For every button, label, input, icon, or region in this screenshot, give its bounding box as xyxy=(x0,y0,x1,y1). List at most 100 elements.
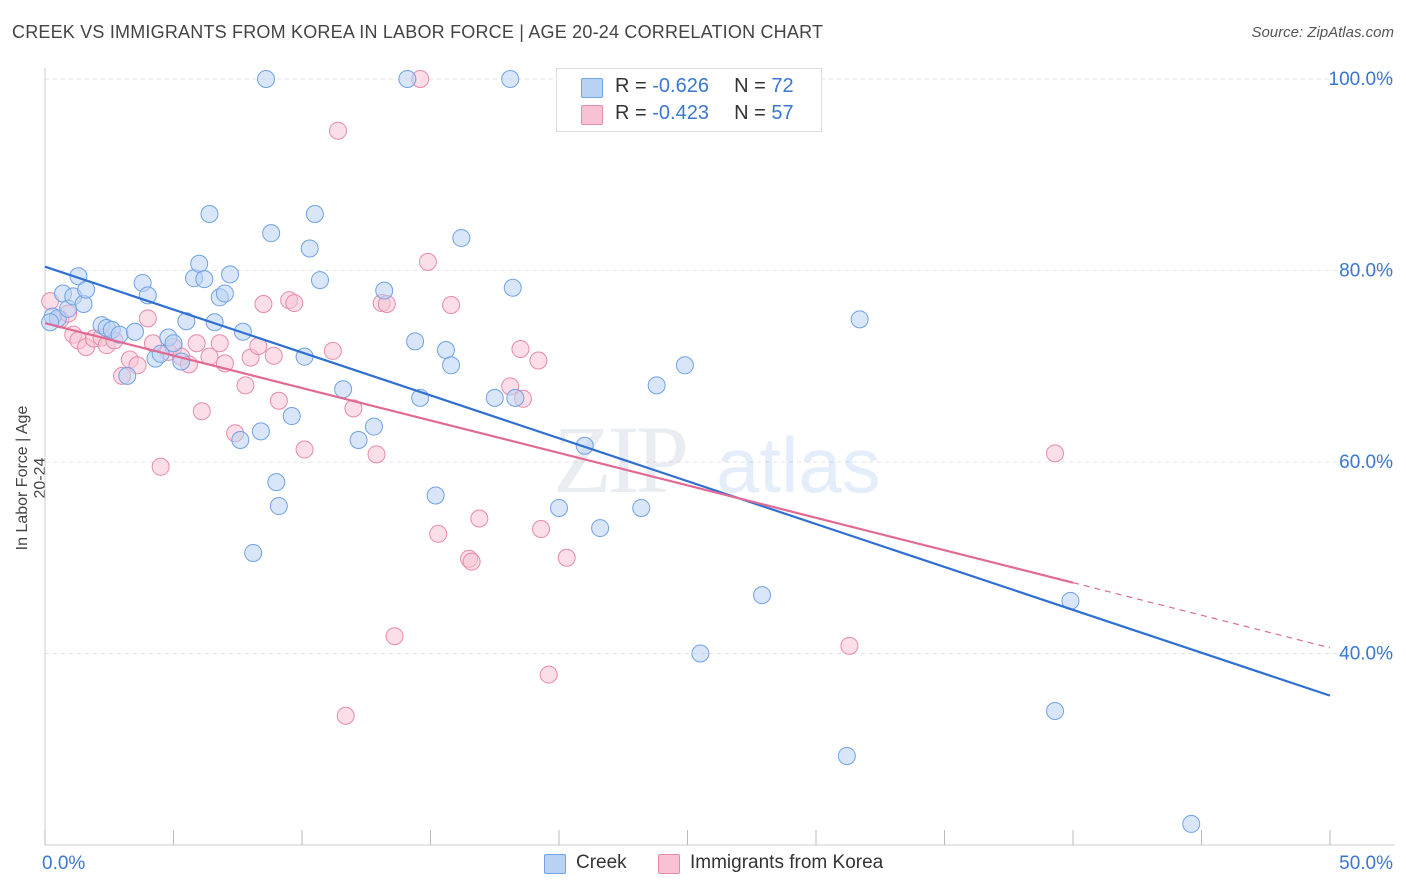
creek-point xyxy=(300,239,319,258)
creek-point xyxy=(190,254,209,273)
korea-point xyxy=(557,548,576,567)
creek-point xyxy=(262,224,281,243)
legend-r-value: -0.626 xyxy=(652,75,709,97)
creek-point xyxy=(305,205,324,224)
creek-point xyxy=(485,388,504,407)
creek-point xyxy=(442,356,461,375)
creek-point xyxy=(221,265,240,284)
legend-r-value: -0.423 xyxy=(652,102,709,124)
creek-point xyxy=(426,486,445,505)
creek-point xyxy=(349,430,368,449)
creek-point xyxy=(452,228,471,247)
creek-point xyxy=(195,270,214,289)
creek-point xyxy=(436,340,455,359)
creek-point xyxy=(310,271,329,290)
creek-point xyxy=(267,473,286,492)
legend-n-label: N = xyxy=(734,75,772,97)
legend-n-value: 72 xyxy=(771,75,794,97)
watermark: ZIP atlas xyxy=(553,406,881,513)
y-tick-label: 80.0% xyxy=(1339,261,1393,282)
korea-point xyxy=(532,520,551,539)
korea-point xyxy=(367,445,386,464)
korea-point xyxy=(285,294,304,313)
korea-point xyxy=(323,341,342,360)
creek-point xyxy=(850,310,869,329)
bottom-legend-label-korea: Immigrants from Korea xyxy=(690,852,884,873)
creek-point xyxy=(837,746,856,765)
chart-source: Source: ZipAtlas.com xyxy=(1251,24,1394,41)
korea-point xyxy=(192,402,211,421)
korea-point xyxy=(328,121,347,140)
korea-point xyxy=(418,252,437,271)
korea-point xyxy=(151,457,170,476)
creek-point xyxy=(164,334,183,353)
korea-point xyxy=(840,636,859,655)
korea-point xyxy=(470,509,489,528)
bottom-legend-label-creek: Creek xyxy=(576,852,627,873)
legend-n-value: 57 xyxy=(771,102,794,124)
creek-point xyxy=(503,278,522,297)
creek-point xyxy=(231,430,250,449)
x-tick-label: 50.0% xyxy=(1339,853,1393,874)
creek-point xyxy=(647,376,666,395)
korea-point xyxy=(254,295,273,314)
trend-lines xyxy=(44,265,1331,697)
korea-point xyxy=(295,440,314,459)
tick-labels: 40.0% 60.0% 80.0% 100.0% 0.0% 50.0% xyxy=(42,69,1393,874)
creek-point xyxy=(69,267,88,286)
correlation-legend: R = -0.626 N = 72 R = -0.423 N = 57 xyxy=(556,68,822,132)
korea-point xyxy=(138,309,157,328)
korea-point xyxy=(210,334,229,353)
korea-point xyxy=(529,351,548,370)
creek-point xyxy=(675,356,694,375)
legend-swatch-korea xyxy=(581,105,603,125)
creek-points xyxy=(41,70,1201,833)
creek-point xyxy=(364,417,383,436)
korea-point xyxy=(269,391,288,410)
creek-point xyxy=(41,313,60,332)
korea-point xyxy=(539,665,558,684)
axes xyxy=(44,68,1395,846)
creek-point xyxy=(282,407,301,426)
korea-point xyxy=(264,346,283,365)
creek-point xyxy=(632,498,651,517)
korea-point xyxy=(336,706,355,725)
creek-point xyxy=(215,284,234,303)
creek-point xyxy=(753,586,772,605)
korea-trend-line xyxy=(44,322,1074,584)
creek-trend-line xyxy=(44,265,1331,697)
legend-swatch-creek xyxy=(581,78,603,98)
korea-trend-line-dashed xyxy=(1072,582,1331,649)
creek-point xyxy=(200,205,219,224)
korea-point xyxy=(385,627,404,646)
creek-point xyxy=(591,519,610,538)
korea-point xyxy=(462,552,481,571)
y-tick-label: 60.0% xyxy=(1339,452,1393,473)
creek-point xyxy=(501,70,520,88)
gridlines xyxy=(45,78,1395,654)
bottom-legend-swatch-korea xyxy=(658,854,680,874)
korea-points xyxy=(41,70,1065,725)
korea-point xyxy=(1046,444,1065,463)
bottom-legend-swatch-creek xyxy=(544,854,566,874)
creek-point xyxy=(1046,701,1065,720)
creek-point xyxy=(334,380,353,399)
creek-point xyxy=(1182,814,1201,833)
creek-point xyxy=(550,498,568,517)
creek-point xyxy=(406,332,425,351)
creek-point xyxy=(251,422,270,441)
korea-point xyxy=(236,376,255,395)
creek-point xyxy=(244,543,263,562)
creek-point xyxy=(506,388,525,407)
legend-r-label: R = xyxy=(615,102,653,124)
korea-point xyxy=(187,334,206,353)
y-tick-label: 100.0% xyxy=(1329,69,1394,90)
creek-point xyxy=(125,322,144,341)
creek-point xyxy=(118,366,137,385)
korea-point xyxy=(429,524,448,543)
chart-title: CREEK VS IMMIGRANTS FROM KOREA IN LABOR … xyxy=(12,22,824,42)
y-tick-label: 40.0% xyxy=(1339,644,1393,665)
creek-point xyxy=(398,70,417,88)
creek-point xyxy=(269,497,288,516)
